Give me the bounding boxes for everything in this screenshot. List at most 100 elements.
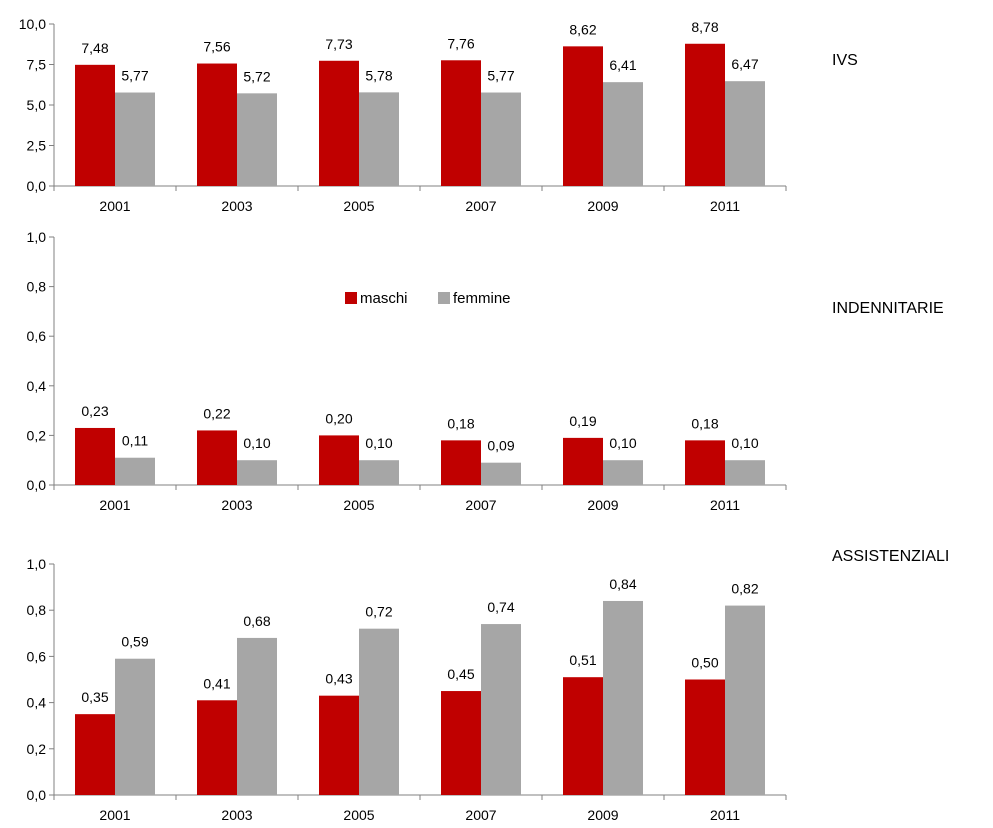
data-label-femmine-2007: 0,74 xyxy=(487,599,514,615)
bar-femmine-2009 xyxy=(603,600,643,795)
bar-maschi-2009 xyxy=(563,46,603,186)
panel-label-indennitarie: INDENNITARIE xyxy=(832,300,944,317)
bar-femmine-2005 xyxy=(359,628,399,795)
data-label-femmine-2001: 0,59 xyxy=(121,634,148,650)
bar-maschi-2005 xyxy=(319,60,359,186)
x-tick-label: 2003 xyxy=(221,807,252,823)
y-tick-label: 0,0 xyxy=(27,787,47,803)
data-label-femmine-2005: 0,72 xyxy=(365,604,392,620)
bar-maschi-2001 xyxy=(75,714,115,795)
bar-maschi-2005 xyxy=(319,435,359,485)
x-tick-label: 2011 xyxy=(710,807,740,823)
bar-maschi-2011 xyxy=(685,440,725,485)
data-label-maschi-2007: 7,76 xyxy=(447,35,474,51)
data-label-maschi-2005: 7,73 xyxy=(325,36,352,52)
y-tick-label: 2,5 xyxy=(27,138,47,154)
data-label-maschi-2003: 7,56 xyxy=(203,39,230,55)
data-label-maschi-2011: 8,78 xyxy=(691,19,718,35)
bar-femmine-2009 xyxy=(603,82,643,186)
bar-femmine-2005 xyxy=(359,460,399,485)
bar-femmine-2007 xyxy=(481,624,521,795)
x-tick-label: 2001 xyxy=(99,198,130,214)
y-tick-label: 5,0 xyxy=(27,97,47,113)
x-tick-label: 2007 xyxy=(465,198,496,214)
bar-maschi-2005 xyxy=(319,695,359,795)
data-label-femmine-2009: 6,41 xyxy=(609,57,636,73)
bar-femmine-2005 xyxy=(359,92,399,186)
data-label-femmine-2005: 5,78 xyxy=(365,67,392,83)
data-label-femmine-2001: 0,11 xyxy=(122,433,148,449)
data-label-maschi-2005: 0,20 xyxy=(325,410,352,426)
x-tick-label: 2011 xyxy=(710,198,740,214)
x-tick-label: 2009 xyxy=(587,497,618,513)
x-tick-label: 2001 xyxy=(99,497,130,513)
bar-maschi-2009 xyxy=(563,677,603,795)
data-label-maschi-2001: 0,35 xyxy=(81,689,108,705)
y-tick-label: 0,0 xyxy=(27,477,47,493)
y-tick-label: 7,5 xyxy=(27,57,47,73)
bar-maschi-2003 xyxy=(197,700,237,795)
bar-femmine-2001 xyxy=(115,457,155,485)
data-label-femmine-2005: 0,10 xyxy=(365,435,392,451)
data-label-femmine-2009: 0,84 xyxy=(609,576,636,592)
data-label-maschi-2003: 0,41 xyxy=(203,675,230,691)
data-label-maschi-2011: 0,50 xyxy=(691,655,718,671)
data-label-maschi-2009: 0,19 xyxy=(569,413,596,429)
y-tick-label: 0,6 xyxy=(27,648,47,664)
x-tick-label: 2001 xyxy=(99,807,130,823)
x-tick-label: 2005 xyxy=(343,497,374,513)
y-tick-label: 0,2 xyxy=(27,741,47,757)
bar-maschi-2003 xyxy=(197,63,237,186)
bar-maschi-2007 xyxy=(441,60,481,187)
x-tick-label: 2007 xyxy=(465,497,496,513)
y-tick-label: 0,2 xyxy=(27,427,47,443)
y-tick-label: 0,4 xyxy=(27,695,47,711)
legend-label-femmine: femmine xyxy=(453,290,511,307)
bar-femmine-2011 xyxy=(725,81,765,186)
bar-femmine-2003 xyxy=(237,93,277,186)
data-label-maschi-2001: 7,48 xyxy=(81,40,108,56)
data-label-maschi-2011: 0,18 xyxy=(691,415,718,431)
y-tick-label: 0,4 xyxy=(27,378,47,394)
data-label-femmine-2011: 6,47 xyxy=(731,56,758,72)
y-tick-label: 0,0 xyxy=(27,178,47,194)
data-label-femmine-2003: 0,10 xyxy=(243,435,270,451)
bar-femmine-2003 xyxy=(237,460,277,485)
x-tick-label: 2005 xyxy=(343,807,374,823)
data-label-femmine-2007: 5,77 xyxy=(487,68,514,84)
bar-maschi-2011 xyxy=(685,43,725,186)
bar-maschi-2003 xyxy=(197,430,237,485)
legend: maschi femmine xyxy=(345,290,511,307)
bar-femmine-2003 xyxy=(237,637,277,795)
assistenziali-chart: 0,0 0,2 0,4 0,6 0,8 1,0 2001 0,35 0,59 2003 0,41 0,… xyxy=(27,556,787,823)
bar-maschi-2001 xyxy=(75,64,115,186)
bar-maschi-2001 xyxy=(75,427,115,485)
data-label-femmine-2003: 0,68 xyxy=(243,613,270,629)
bar-femmine-2011 xyxy=(725,605,765,795)
panel-label-ivs: IVS xyxy=(832,52,858,69)
bar-femmine-2011 xyxy=(725,460,765,485)
bar-femmine-2001 xyxy=(115,92,155,186)
bar-femmine-2001 xyxy=(115,658,155,795)
data-label-maschi-2009: 8,62 xyxy=(569,21,596,37)
x-tick-label: 2011 xyxy=(710,497,740,513)
data-label-maschi-2009: 0,51 xyxy=(569,652,596,668)
data-label-maschi-2007: 0,18 xyxy=(447,415,474,431)
x-tick-label: 2009 xyxy=(587,198,618,214)
data-label-femmine-2011: 0,82 xyxy=(731,581,758,597)
data-label-femmine-2007: 0,09 xyxy=(487,438,514,454)
ivs-chart: 0,0 2,5 5,0 7,5 10,0 2001 7,48 5,77 2003 7,56 5,72… xyxy=(19,16,787,214)
bar-femmine-2007 xyxy=(481,92,521,186)
y-tick-label: 10,0 xyxy=(19,16,46,32)
data-label-femmine-2011: 0,10 xyxy=(731,435,758,451)
x-tick-label: 2003 xyxy=(221,497,252,513)
y-tick-label: 1,0 xyxy=(27,556,47,572)
bar-maschi-2011 xyxy=(685,679,725,795)
data-label-maschi-2003: 0,22 xyxy=(203,405,230,421)
data-label-maschi-2007: 0,45 xyxy=(447,666,474,682)
data-label-femmine-2003: 5,72 xyxy=(243,68,270,84)
indennitarie-chart: 0,0 0,2 0,4 0,6 0,8 1,0 2001 0,23 0,11 2003 0,22 0,… xyxy=(27,229,787,513)
bar-femmine-2007 xyxy=(481,462,521,485)
data-label-maschi-2001: 0,23 xyxy=(81,403,108,419)
